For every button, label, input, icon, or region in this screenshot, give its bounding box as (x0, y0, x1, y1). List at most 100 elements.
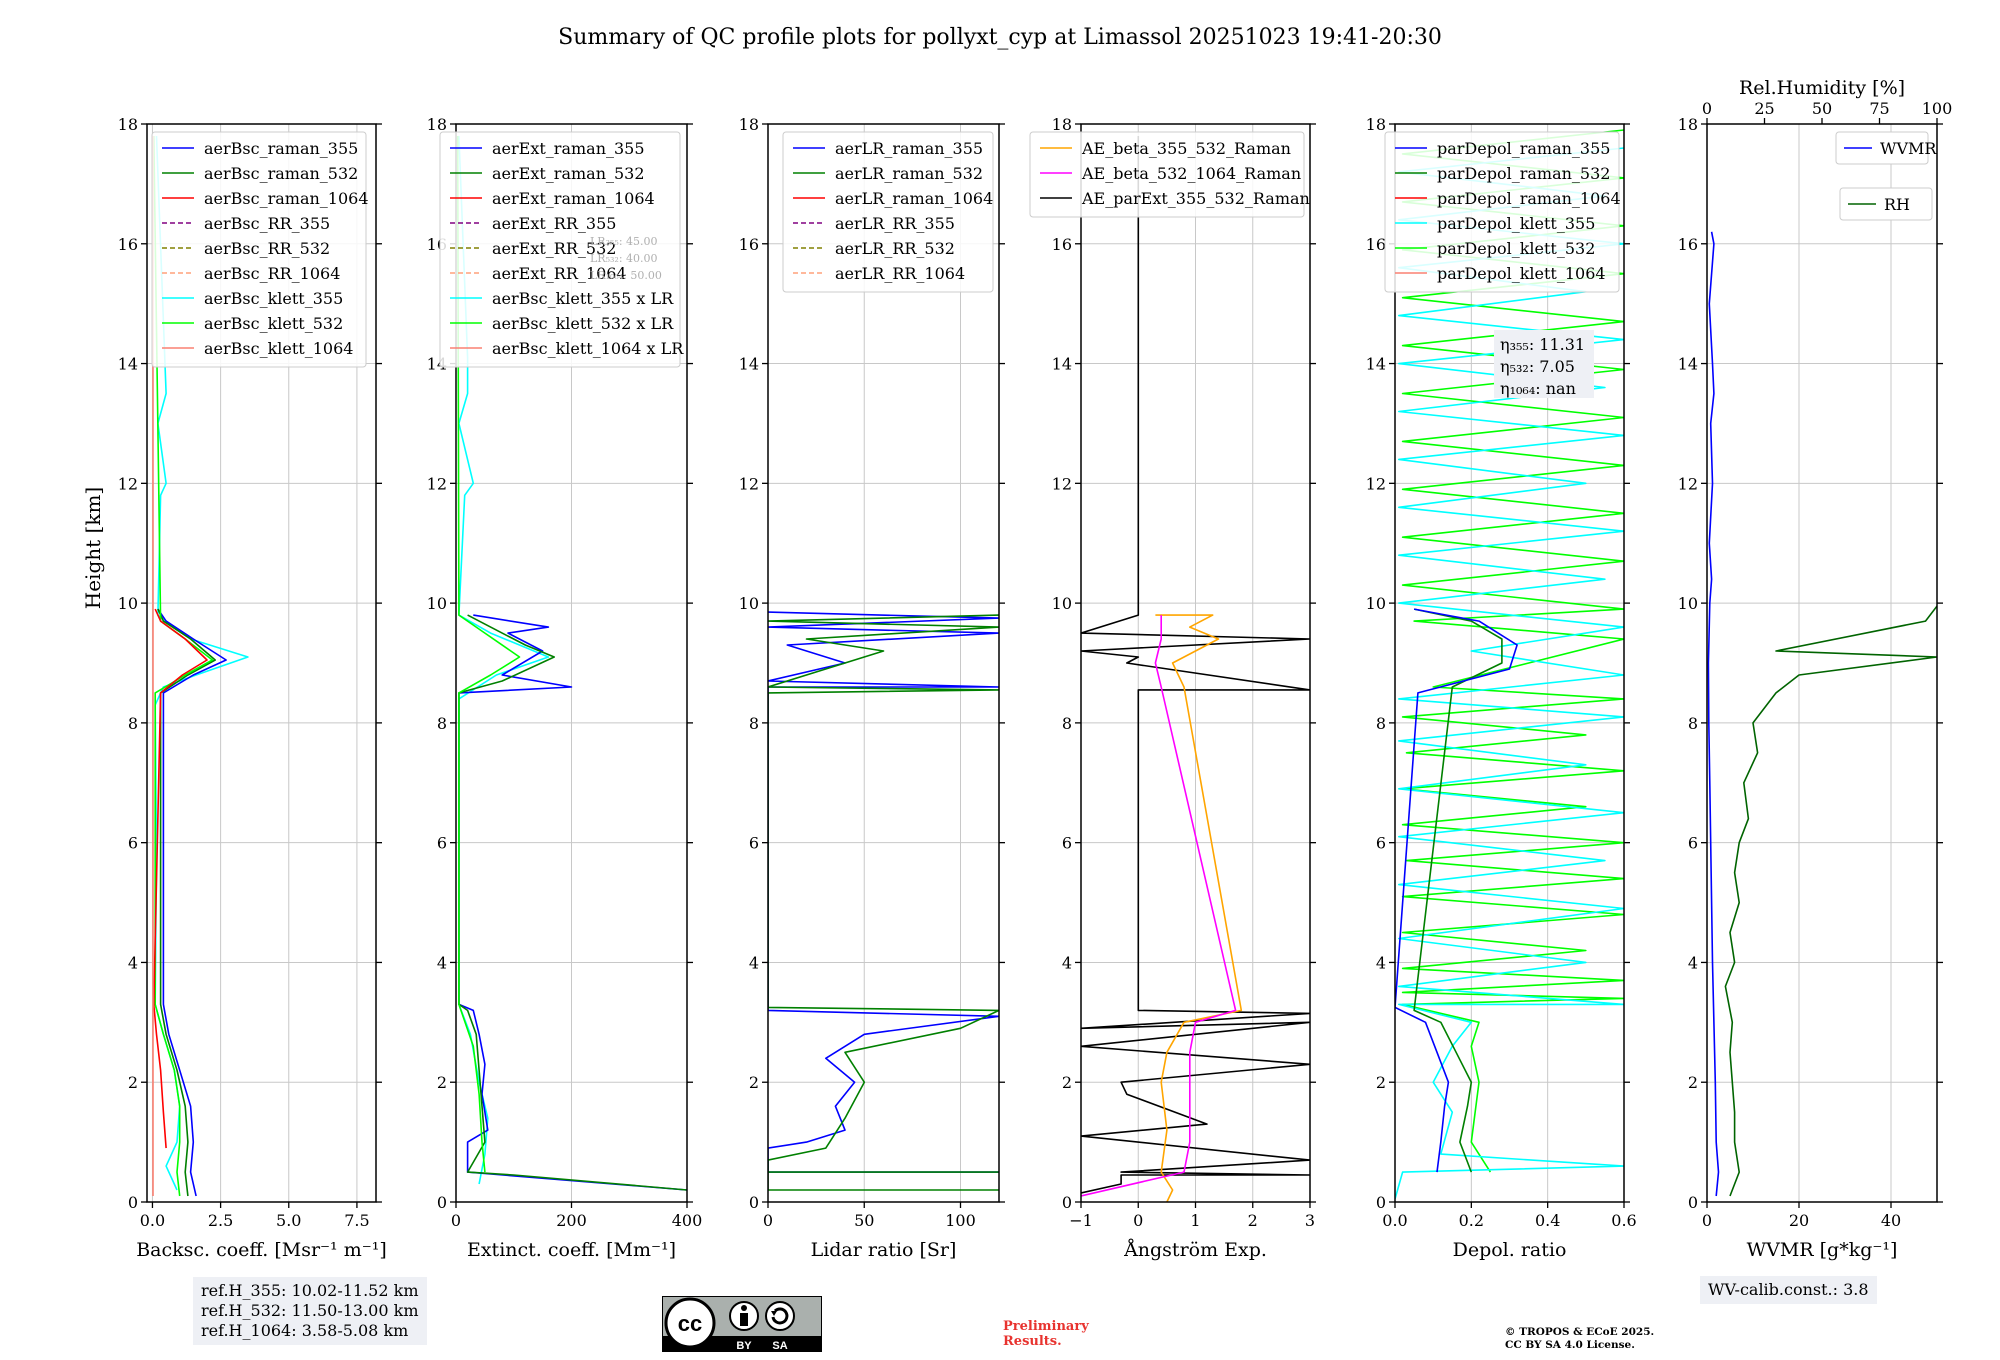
series-line-parDepol_klett_355 (1395, 147, 1624, 1200)
annotation-text: LR₅₃₂: 40.00 (590, 252, 658, 265)
figure-title: Summary of QC profile plots for pollyxt_… (558, 25, 1442, 50)
y-tick-label: 6 (1376, 834, 1386, 853)
y-tick-label: 14 (1052, 355, 1072, 374)
y-tick-label: 2 (1376, 1073, 1386, 1092)
legend-label: AE_beta_532_1064_Raman (1081, 164, 1301, 183)
y-tick-label: 18 (1052, 115, 1072, 134)
legend-box (1384, 131, 1620, 293)
y-tick-label: 14 (1366, 355, 1386, 374)
x-axis-label: Lidar ratio [Sr] (811, 1239, 957, 1261)
y-tick-label: 4 (1376, 953, 1386, 972)
series-line-aerExt_raman_532 (458, 614, 687, 1191)
y-tick-label: 8 (437, 714, 447, 733)
series-group (768, 611, 999, 1191)
y-tick-label: 6 (749, 834, 759, 853)
legend-label: aerExt_RR_1064 (492, 264, 627, 283)
legend-box (1839, 187, 1933, 221)
axes-frame (767, 123, 1000, 1203)
x-tick-label: −1 (1069, 1211, 1093, 1230)
y-tick-label: 16 (739, 235, 759, 254)
y-tick-label: 18 (118, 115, 138, 134)
x-tick-label: 200 (556, 1211, 587, 1230)
x-tick-label: 50 (854, 1211, 874, 1230)
y-tick-label: 4 (437, 953, 447, 972)
y-tick-label: 18 (1678, 115, 1698, 134)
x-axis-label: Depol. ratio (1453, 1239, 1567, 1261)
series-line-RH (1724, 605, 1937, 1197)
sa-label: SA (772, 1340, 787, 1352)
y-tick-label: 4 (1688, 953, 1698, 972)
y-tick-label: 16 (1678, 235, 1698, 254)
series-group (456, 135, 687, 1191)
annotation-text: η₅₃₂: 7.05 (1500, 357, 1575, 376)
y-tick-label: 8 (749, 714, 759, 733)
x-tick-label: 1 (1190, 1211, 1200, 1230)
legend-label: aerBsc_klett_532 (204, 314, 343, 333)
legend-label: AE_parExt_355_532_Raman (1081, 189, 1310, 208)
legend-label: aerBsc_raman_355 (204, 139, 358, 158)
copyright-note: © TROPOS & ECoE 2025. CC BY SA 4.0 Licen… (1505, 1326, 1654, 1352)
x-tick-label: 3 (1305, 1211, 1315, 1230)
x-tick-label: 0 (1133, 1211, 1143, 1230)
y-tick-label: 10 (1052, 594, 1072, 613)
wv-calibration-box: WV-calib.const.: 3.8 (1700, 1276, 1877, 1304)
legend-label: aerExt_raman_355 (492, 139, 645, 158)
y-tick-label: 6 (437, 834, 447, 853)
series-group (1081, 136, 1310, 1202)
top-x-tick-label: 75 (1869, 99, 1889, 118)
legend-label: parDepol_klett_1064 (1437, 264, 1606, 283)
cc-circle-icon (664, 1297, 716, 1349)
share-alike-icon (765, 1301, 795, 1331)
x-tick-label: 0.6 (1611, 1211, 1636, 1230)
series-line-aerLR_raman_532 (768, 614, 999, 1191)
y-tick-label: 2 (128, 1073, 138, 1092)
x-tick-label: 0.0 (140, 1211, 165, 1230)
legend-label: aerLR_raman_532 (835, 164, 983, 183)
y-tick-label: 10 (118, 594, 138, 613)
x-tick-label: 40 (1881, 1211, 1901, 1230)
y-tick-label: 12 (739, 474, 759, 493)
series-group (1395, 129, 1624, 1200)
y-tick-label: 18 (739, 115, 759, 134)
y-tick-label: 6 (1688, 834, 1698, 853)
y-tick-label: 12 (427, 474, 447, 493)
legend-label: RH (1884, 195, 1910, 214)
top-x-axis-label: Rel.Humidity [%] (1739, 77, 1905, 99)
y-tick-label: 4 (749, 953, 759, 972)
y-tick-label: 0 (1688, 1193, 1698, 1212)
legend-label: aerBsc_klett_1064 x LR (492, 339, 684, 358)
series-line-aerBsc_raman_355 (157, 608, 227, 1197)
legend-label: aerBsc_RR_355 (204, 214, 330, 233)
series-line-AE_beta_355_532_Raman (1155, 614, 1243, 1202)
y-tick-label: 10 (739, 594, 759, 613)
y-tick-label: 14 (1678, 355, 1698, 374)
x-tick-label: 5.0 (276, 1211, 301, 1230)
y-tick-label: 12 (1366, 474, 1386, 493)
panel-lidar_ratio: 0 2 4 6 8 10 12 14 16 18 0 50 100 Lidar ratio [Sr] aer… (739, 115, 1005, 1261)
legend-label: aerLR_raman_355 (835, 139, 983, 158)
panel-backscatter: 0 2 4 6 8 10 12 14 16 18 0.0 2.5 5.0 7.5 Backsc. coeff… (118, 115, 387, 1261)
copyright-line-1: © TROPOS & ECoE 2025. (1505, 1326, 1655, 1338)
y-tick-label: 14 (739, 355, 759, 374)
legend-label: AE_beta_355_532_Raman (1081, 139, 1291, 158)
copyright-line-2: CC BY SA 4.0 License. (1505, 1339, 1635, 1351)
legend-label: parDepol_klett_532 (1437, 239, 1595, 258)
x-tick-label: 400 (672, 1211, 703, 1230)
y-tick-label: 12 (1052, 474, 1072, 493)
y-tick-label: 0 (1062, 1193, 1072, 1212)
y-tick-label: 16 (1366, 235, 1386, 254)
y-tick-label: 10 (427, 594, 447, 613)
legend-label: aerExt_raman_532 (492, 164, 645, 183)
annotation-text: η₁₀₆₄: nan (1500, 379, 1576, 398)
legend-box (1029, 131, 1305, 218)
y-tick-label: 2 (1688, 1073, 1698, 1092)
x-tick-label: 2.5 (208, 1211, 233, 1230)
y-tick-label: 18 (427, 115, 447, 134)
series-group (152, 135, 249, 1197)
annotation-text: LR₁₀₆₄: 50.00 (590, 269, 662, 282)
by-label: BY (736, 1340, 752, 1352)
cc-text: cc (678, 1311, 702, 1336)
legend-label: aerExt_RR_355 (492, 214, 616, 233)
y-tick-label: 0 (1376, 1193, 1386, 1212)
